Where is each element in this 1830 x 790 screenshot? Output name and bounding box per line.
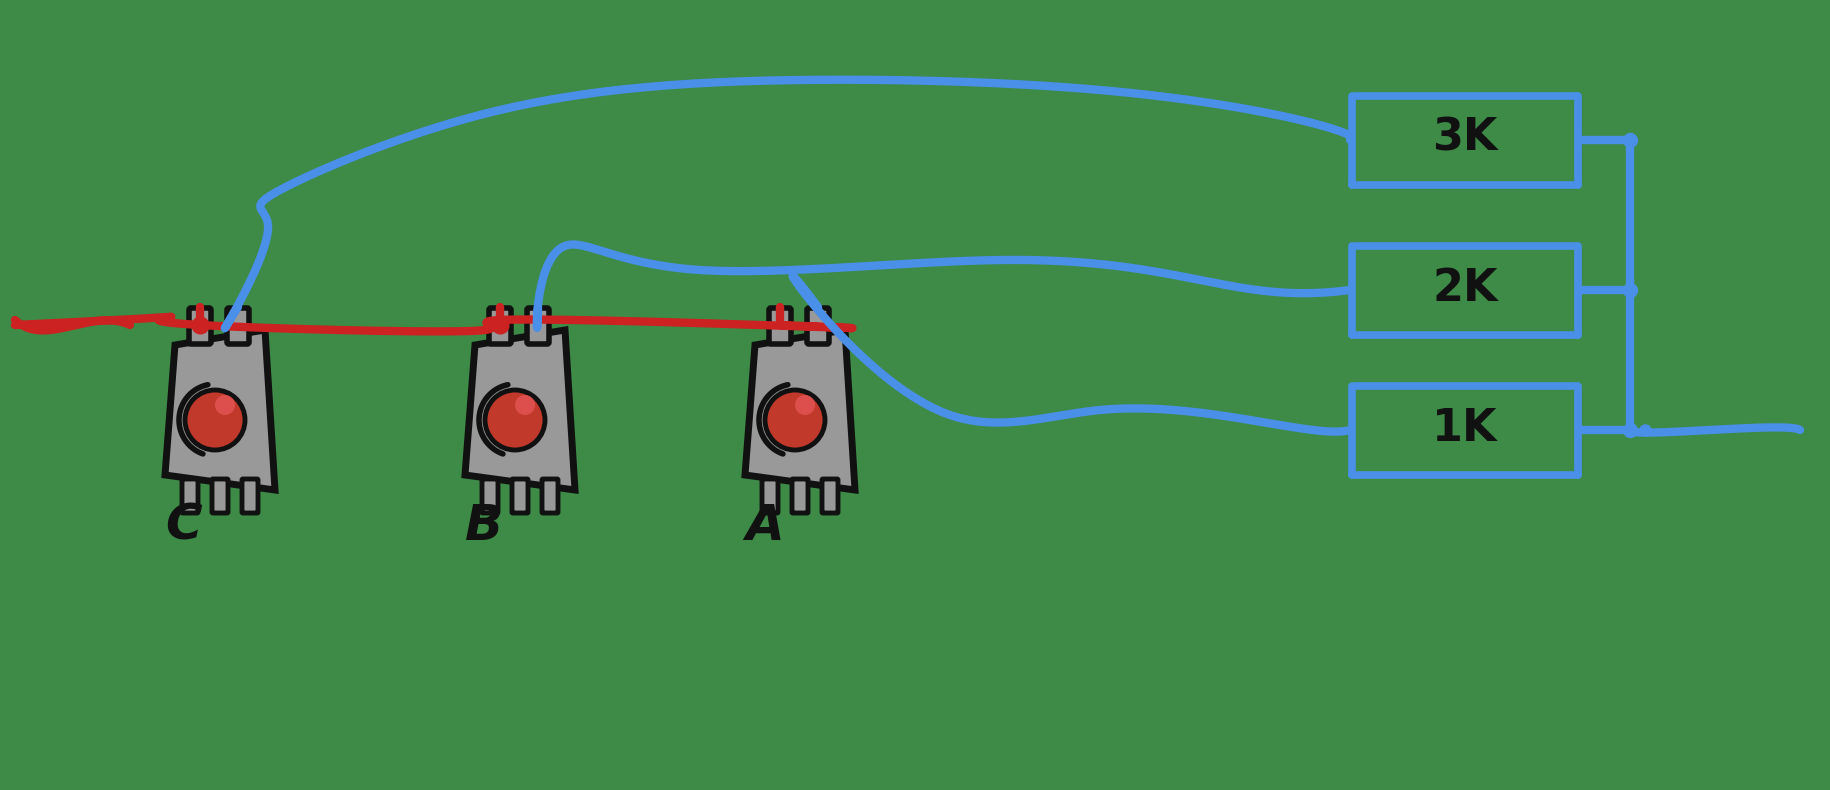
- Text: 1K: 1K: [1431, 407, 1497, 450]
- FancyBboxPatch shape: [527, 308, 549, 344]
- FancyBboxPatch shape: [1352, 247, 1576, 333]
- FancyBboxPatch shape: [1352, 388, 1576, 472]
- Circle shape: [765, 390, 825, 450]
- FancyBboxPatch shape: [792, 479, 807, 513]
- Circle shape: [485, 390, 545, 450]
- Text: 2K: 2K: [1431, 266, 1497, 310]
- Circle shape: [794, 395, 814, 415]
- Circle shape: [214, 395, 234, 415]
- Text: A: A: [745, 502, 783, 550]
- FancyBboxPatch shape: [542, 479, 558, 513]
- FancyBboxPatch shape: [807, 308, 829, 344]
- FancyBboxPatch shape: [212, 479, 229, 513]
- FancyBboxPatch shape: [512, 479, 527, 513]
- FancyBboxPatch shape: [188, 308, 210, 344]
- FancyBboxPatch shape: [242, 479, 258, 513]
- Polygon shape: [745, 330, 855, 490]
- FancyBboxPatch shape: [227, 308, 249, 344]
- Polygon shape: [465, 330, 575, 490]
- Text: B: B: [465, 502, 503, 550]
- Text: C: C: [165, 502, 201, 550]
- Circle shape: [514, 395, 534, 415]
- FancyBboxPatch shape: [769, 308, 791, 344]
- Circle shape: [185, 390, 245, 450]
- FancyBboxPatch shape: [761, 479, 778, 513]
- FancyBboxPatch shape: [181, 479, 198, 513]
- FancyBboxPatch shape: [481, 479, 498, 513]
- Polygon shape: [165, 330, 274, 490]
- Text: 3K: 3K: [1431, 116, 1497, 160]
- FancyBboxPatch shape: [1352, 97, 1576, 182]
- FancyBboxPatch shape: [489, 308, 511, 344]
- FancyBboxPatch shape: [822, 479, 838, 513]
